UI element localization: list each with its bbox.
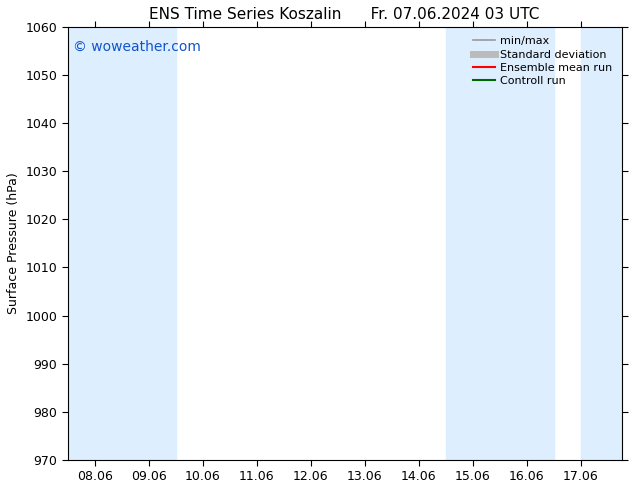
- Bar: [581, 27, 621, 460]
- Bar: [500, 27, 554, 460]
- Bar: [122, 27, 176, 460]
- Text: © woweather.com: © woweather.com: [74, 40, 201, 54]
- Legend: min/max, Standard deviation, Ensemble mean run, Controll run: min/max, Standard deviation, Ensemble me…: [468, 32, 617, 91]
- Bar: [68, 27, 122, 460]
- Y-axis label: Surface Pressure (hPa): Surface Pressure (hPa): [7, 172, 20, 314]
- Bar: [446, 27, 500, 460]
- Title: ENS Time Series Koszalin      Fr. 07.06.2024 03 UTC: ENS Time Series Koszalin Fr. 07.06.2024 …: [150, 7, 540, 22]
